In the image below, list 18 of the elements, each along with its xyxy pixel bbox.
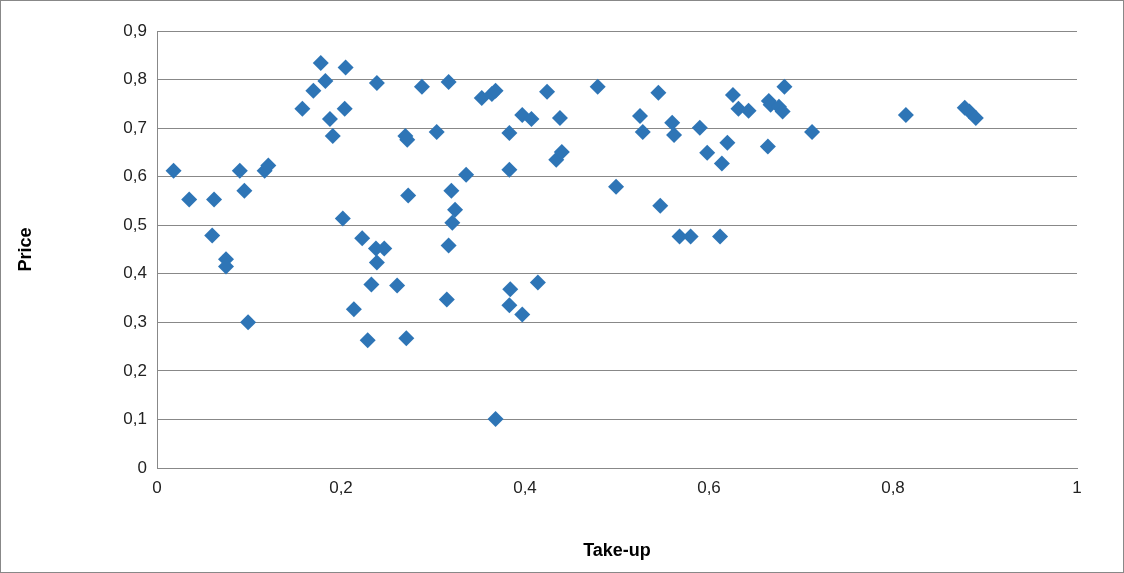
x-tick-label: 0,4 [513, 477, 537, 497]
y-tick-label: 0,1 [123, 409, 147, 429]
y-tick-label: 0,6 [123, 166, 147, 186]
y-tick-label: 0,8 [123, 69, 147, 89]
x-axis-title: Take-up [583, 540, 651, 561]
x-tick-label: 1 [1072, 477, 1082, 497]
y-tick-label: 0,3 [123, 312, 147, 332]
y-tick-label: 0,9 [123, 20, 147, 40]
y-axis-title: Price [14, 227, 35, 272]
y-tick-label: 0,7 [123, 117, 147, 137]
x-tick-label: 0,2 [329, 477, 353, 497]
y-tick-label: 0,2 [123, 360, 147, 380]
y-tick-label: 0,5 [123, 214, 147, 234]
x-tick-label: 0 [152, 477, 162, 497]
y-tick-label: 0,4 [123, 263, 147, 283]
x-tick-label: 0,6 [697, 477, 721, 497]
x-tick-label: 0,8 [881, 477, 905, 497]
y-tick-label: 0 [137, 457, 147, 477]
